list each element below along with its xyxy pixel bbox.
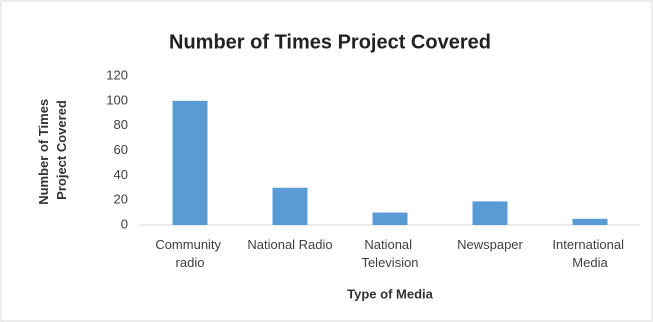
y-tick-label: 100 <box>106 92 128 107</box>
x-tick-label: Newspaper <box>457 237 523 252</box>
y-tick-label: 0 <box>121 216 128 231</box>
bar <box>272 187 308 225</box>
x-tick-label: National Television <box>361 237 418 270</box>
x-tick-label: International Media <box>552 237 627 270</box>
y-tick-label: 60 <box>114 142 128 157</box>
y-tick-label: 120 <box>106 67 128 82</box>
bar <box>472 201 508 225</box>
y-tick-label: 80 <box>114 117 128 132</box>
y-tick-label: 20 <box>114 192 128 207</box>
y-tick-label: 40 <box>114 167 128 182</box>
x-tick-label: National Radio <box>247 237 332 252</box>
x-tick-label: Community radio <box>155 237 224 270</box>
x-axis-title: Type of Media <box>347 286 433 301</box>
bar <box>172 100 208 225</box>
chart-title: Number of Times Project Covered <box>169 31 491 53</box>
bar <box>372 212 408 225</box>
y-axis-title: Number of Times Project Covered <box>36 95 69 205</box>
bar <box>572 218 608 225</box>
